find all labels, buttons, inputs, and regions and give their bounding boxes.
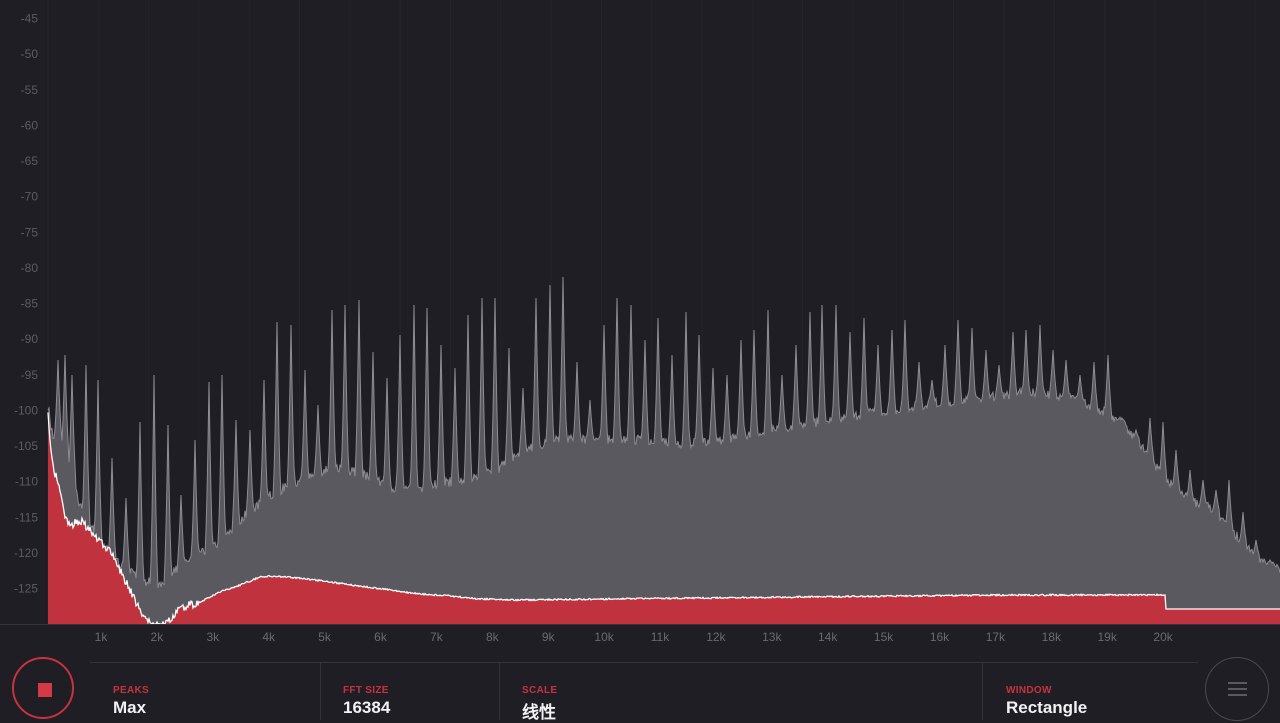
- peaks-control[interactable]: PEAKS Max: [113, 662, 313, 720]
- y-tick-label: -120: [14, 546, 38, 560]
- y-tick-label: -80: [21, 261, 39, 275]
- x-tick-label: 4k: [262, 630, 276, 644]
- current-spectrum-outline: [47, 412, 1280, 625]
- x-tick-label: 19k: [1097, 630, 1117, 644]
- y-tick-label: -95: [21, 368, 39, 382]
- y-tick-label: -90: [21, 332, 39, 346]
- max-hold-outline: [47, 276, 1280, 588]
- y-tick-label: -85: [21, 297, 39, 311]
- x-tick-label: 3k: [206, 630, 220, 644]
- x-tick-label: 11k: [650, 630, 670, 644]
- y-axis-labels: -45 -50 -55 -60 -65 -70 -75 -80 -85 -90 -95 -100 -10…: [14, 12, 38, 596]
- menu-button[interactable]: [1205, 657, 1269, 721]
- fft-size-control[interactable]: FFT SIZE 16384: [343, 662, 493, 720]
- window-value: Rectangle: [1006, 698, 1088, 717]
- x-tick-label: 8k: [485, 630, 499, 644]
- y-tick-label: -60: [21, 118, 39, 132]
- x-tick-label: 7k: [430, 630, 443, 644]
- y-tick-label: -70: [21, 190, 39, 204]
- x-tick-label: 18k: [1041, 630, 1061, 644]
- separator: [982, 662, 983, 720]
- y-tick-label: -100: [14, 403, 38, 417]
- y-tick-label: -125: [14, 582, 38, 596]
- fft-size-value: 16384: [343, 698, 391, 717]
- x-tick-label: 12k: [706, 630, 726, 644]
- x-tick-label: 20k: [1153, 630, 1173, 644]
- scale-value: 线性: [522, 703, 556, 723]
- stop-icon: [38, 683, 52, 697]
- x-axis-labels: 1k 2k 3k 4k 5k 6k 7k 8k 9k 10k 11k 12k 13k 14k 15k 16k 1…: [0, 625, 1280, 653]
- scale-control[interactable]: SCALE 线性: [522, 662, 822, 723]
- y-tick-label: -50: [21, 47, 39, 61]
- x-tick-label: 2k: [150, 630, 164, 644]
- x-tick-label: 1k: [94, 630, 108, 644]
- window-control[interactable]: WINDOW Rectangle: [1006, 662, 1186, 720]
- x-tick-label: 15k: [873, 630, 894, 644]
- scale-label: SCALE: [522, 685, 558, 696]
- y-tick-label: -75: [21, 225, 39, 239]
- control-bar: PEAKS Max FFT SIZE 16384 SCALE 线性 WINDOW…: [0, 653, 1280, 723]
- fft-size-label: FFT SIZE: [343, 685, 389, 696]
- control-bar-divider: [90, 662, 1198, 663]
- x-tick-label: 14k: [818, 630, 838, 644]
- max-hold-spectrum: [48, 277, 1280, 625]
- x-tick-label: 13k: [762, 630, 782, 644]
- x-tick-label: 16k: [929, 630, 950, 644]
- y-tick-label: -65: [21, 154, 39, 168]
- peaks-value: Max: [113, 698, 147, 717]
- window-label: WINDOW: [1006, 685, 1052, 696]
- x-tick-label: 6k: [374, 630, 387, 644]
- y-tick-label: -110: [15, 475, 38, 489]
- separator: [320, 662, 321, 720]
- spectrum-plot: -45 -50 -55 -60 -65 -70 -75 -80 -85 -90 -95 -100 -10…: [0, 11, 1280, 625]
- separator: [499, 662, 500, 720]
- y-tick-label: -115: [15, 510, 38, 524]
- stop-button[interactable]: [12, 657, 74, 719]
- current-spectrum: [48, 412, 1280, 625]
- y-tick-label: -55: [21, 83, 39, 97]
- x-tick-label: 17k: [985, 630, 1006, 644]
- x-tick-label: 10k: [594, 630, 614, 644]
- y-tick-label: -105: [14, 439, 38, 453]
- peaks-label: PEAKS: [113, 685, 149, 696]
- y-tick-label: -45: [21, 12, 39, 26]
- x-tick-label: 5k: [318, 630, 331, 644]
- x-tick-label: 9k: [541, 630, 555, 644]
